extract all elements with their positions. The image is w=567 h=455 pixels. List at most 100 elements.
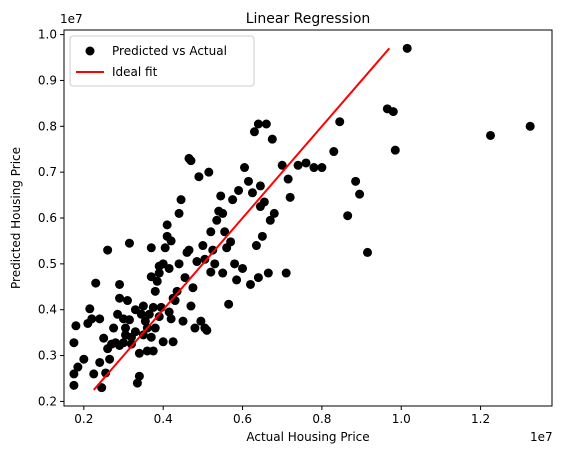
y-tick-label: 0.6 bbox=[38, 211, 57, 225]
data-point bbox=[101, 368, 111, 378]
data-point bbox=[71, 321, 81, 331]
data-point bbox=[103, 245, 113, 255]
data-point bbox=[355, 189, 365, 199]
data-point bbox=[97, 383, 107, 393]
data-point bbox=[168, 337, 178, 347]
data-point bbox=[115, 279, 125, 289]
data-point bbox=[188, 283, 198, 293]
data-point bbox=[105, 354, 115, 364]
data-point bbox=[390, 145, 400, 155]
data-point bbox=[253, 119, 263, 129]
data-point bbox=[144, 309, 154, 319]
data-point bbox=[255, 181, 265, 191]
data-point bbox=[172, 286, 182, 296]
data-point bbox=[176, 195, 186, 205]
data-point bbox=[232, 275, 242, 285]
data-point bbox=[192, 257, 202, 267]
data-point bbox=[164, 263, 174, 273]
data-point bbox=[234, 185, 244, 195]
data-point bbox=[190, 323, 200, 333]
data-point bbox=[263, 268, 273, 278]
data-point bbox=[140, 316, 150, 326]
y-tick-label: 0.8 bbox=[38, 119, 57, 133]
data-point bbox=[69, 380, 79, 390]
data-point bbox=[164, 307, 174, 317]
data-point bbox=[124, 238, 134, 248]
data-point bbox=[486, 130, 496, 140]
data-point bbox=[224, 299, 234, 309]
data-point bbox=[208, 245, 218, 255]
x-tick-label: 1.2 bbox=[471, 412, 490, 426]
data-point bbox=[309, 163, 319, 173]
data-point bbox=[200, 254, 210, 264]
data-point bbox=[154, 268, 164, 278]
data-point bbox=[186, 156, 196, 166]
chart-title: Linear Regression bbox=[246, 11, 371, 27]
data-point bbox=[216, 191, 226, 201]
data-point bbox=[283, 174, 293, 184]
data-point bbox=[206, 267, 216, 277]
data-point bbox=[148, 346, 158, 356]
data-point bbox=[363, 247, 373, 257]
data-point bbox=[267, 134, 277, 144]
data-point bbox=[206, 227, 216, 237]
data-point bbox=[210, 259, 220, 269]
data-point bbox=[95, 357, 105, 367]
data-point bbox=[150, 323, 160, 333]
data-point bbox=[257, 231, 267, 241]
data-point bbox=[261, 119, 271, 129]
data-point bbox=[69, 369, 79, 379]
data-point bbox=[220, 227, 230, 237]
data-point bbox=[285, 192, 295, 202]
data-point bbox=[134, 371, 144, 381]
data-point bbox=[180, 273, 190, 283]
data-point bbox=[228, 195, 238, 205]
legend-label-line: Ideal fit bbox=[112, 65, 158, 79]
data-point bbox=[293, 160, 303, 170]
data-point bbox=[238, 263, 248, 273]
data-point bbox=[251, 241, 261, 251]
data-point bbox=[226, 237, 236, 247]
ideal-fit-line bbox=[92, 47, 391, 391]
y-tick-label: 0.4 bbox=[38, 303, 57, 317]
data-point bbox=[277, 160, 287, 170]
data-point bbox=[265, 215, 275, 225]
data-point bbox=[343, 211, 353, 221]
data-point bbox=[174, 259, 184, 269]
data-point bbox=[194, 172, 204, 182]
data-point bbox=[154, 312, 164, 322]
data-point bbox=[174, 208, 184, 218]
y-tick-label: 0.7 bbox=[38, 165, 57, 179]
x-tick-label: 0.6 bbox=[233, 412, 252, 426]
legend-label-scatter: Predicted vs Actual bbox=[112, 44, 227, 58]
data-point bbox=[202, 325, 212, 335]
data-point bbox=[218, 208, 228, 218]
data-point bbox=[150, 286, 160, 296]
legend-box bbox=[69, 35, 255, 87]
x-axis-label: Actual Housing Price bbox=[246, 430, 369, 444]
data-point bbox=[178, 316, 188, 326]
data-point bbox=[146, 243, 156, 253]
data-point bbox=[130, 327, 140, 337]
data-point bbox=[87, 314, 97, 324]
data-point bbox=[138, 301, 148, 311]
data-point bbox=[79, 354, 89, 364]
data-point bbox=[99, 333, 109, 343]
y-tick-label: 0.2 bbox=[38, 394, 57, 408]
data-point bbox=[95, 314, 105, 324]
data-point bbox=[212, 215, 222, 225]
data-point bbox=[134, 348, 144, 358]
data-point bbox=[351, 176, 361, 186]
plot-area: 0.2 0.4 0.6 0.8 1.0 1.2 0.2 0.3 0.4 0.5 0.6 0.7 0.8 0… bbox=[38, 28, 553, 426]
data-point bbox=[136, 309, 146, 319]
data-point bbox=[126, 339, 136, 349]
data-point bbox=[160, 243, 170, 253]
data-point bbox=[240, 163, 250, 173]
data-point bbox=[243, 176, 253, 186]
data-point bbox=[253, 273, 263, 283]
data-point bbox=[152, 276, 162, 286]
legend-marker-scatter bbox=[85, 46, 95, 56]
data-point bbox=[166, 314, 176, 324]
data-point bbox=[166, 236, 176, 246]
